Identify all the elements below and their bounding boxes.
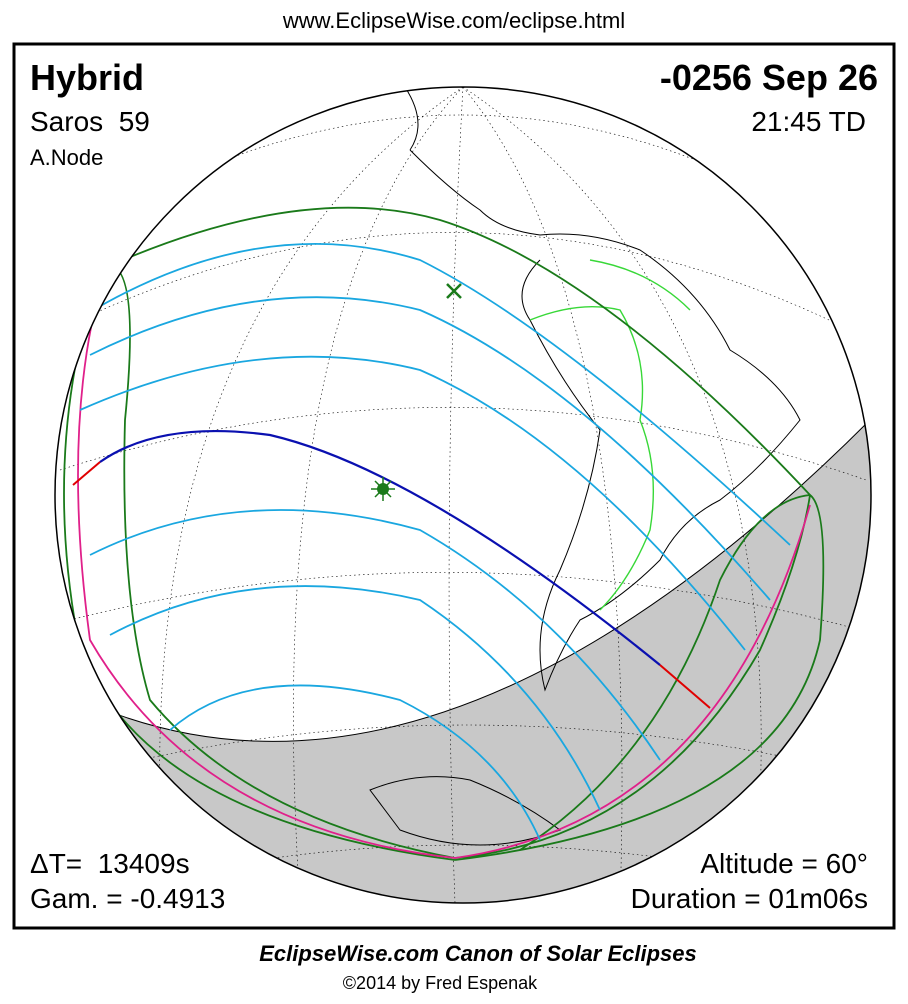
eclipse-type: Hybrid: [30, 57, 144, 98]
credit-title: EclipseWise.com Canon of Solar Eclipses: [259, 941, 697, 966]
eclipse-date: -0256 Sep 26: [660, 57, 878, 98]
globe: [55, 87, 871, 903]
copyright: ©2014 by Fred Espenak: [343, 973, 538, 993]
gamma: Gam. = -0.4913: [30, 883, 225, 914]
time: 21:45 TD: [751, 106, 866, 137]
url: www.EclipseWise.com/eclipse.html: [282, 8, 625, 33]
saros: Saros 59: [30, 106, 150, 137]
altitude: Altitude = 60°: [700, 848, 868, 879]
delta-t: ΔT= 13409s: [30, 848, 190, 879]
duration: Duration = 01m06s: [631, 883, 868, 914]
node: A.Node: [30, 145, 103, 170]
globe-outline: [54, 86, 872, 904]
